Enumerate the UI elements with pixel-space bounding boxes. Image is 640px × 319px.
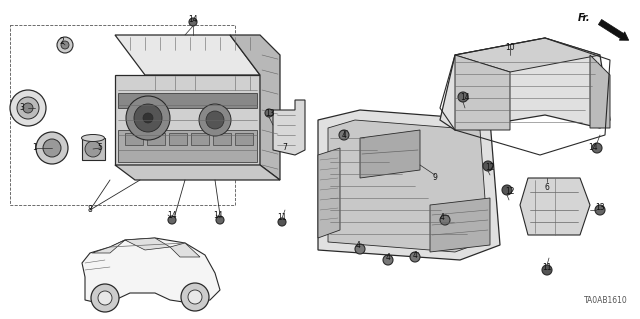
Text: 7: 7 xyxy=(283,144,287,152)
Polygon shape xyxy=(318,148,340,238)
Circle shape xyxy=(216,216,224,224)
Text: 13: 13 xyxy=(595,204,605,212)
Polygon shape xyxy=(273,100,305,155)
Polygon shape xyxy=(169,133,187,145)
Circle shape xyxy=(43,139,61,157)
Text: 11: 11 xyxy=(542,263,552,272)
Circle shape xyxy=(36,132,68,164)
Polygon shape xyxy=(520,178,590,235)
Polygon shape xyxy=(328,120,488,252)
Circle shape xyxy=(98,291,112,305)
Circle shape xyxy=(57,37,73,53)
Text: 6: 6 xyxy=(545,183,549,192)
Circle shape xyxy=(188,290,202,304)
Circle shape xyxy=(91,284,119,312)
Text: 2: 2 xyxy=(60,38,65,47)
Text: 4: 4 xyxy=(342,131,346,140)
Circle shape xyxy=(23,103,33,113)
Circle shape xyxy=(542,265,552,275)
Text: 9: 9 xyxy=(433,174,437,182)
Circle shape xyxy=(143,113,153,123)
Text: 12: 12 xyxy=(485,164,495,173)
Text: 8: 8 xyxy=(88,205,92,214)
Text: 14: 14 xyxy=(213,211,223,219)
Polygon shape xyxy=(82,138,105,160)
Circle shape xyxy=(595,205,605,215)
Text: 4: 4 xyxy=(356,241,360,249)
Polygon shape xyxy=(430,198,490,252)
Polygon shape xyxy=(115,75,260,165)
Circle shape xyxy=(126,96,170,140)
Circle shape xyxy=(339,130,349,140)
Text: 11: 11 xyxy=(277,213,287,222)
Text: 14: 14 xyxy=(588,144,598,152)
Text: 4: 4 xyxy=(440,213,444,222)
Text: 14: 14 xyxy=(460,93,470,102)
Polygon shape xyxy=(440,38,610,130)
Text: Fr.: Fr. xyxy=(577,13,590,23)
Polygon shape xyxy=(191,133,209,145)
Circle shape xyxy=(278,218,286,226)
Polygon shape xyxy=(118,130,257,162)
Polygon shape xyxy=(590,55,610,128)
Text: 12: 12 xyxy=(505,188,515,197)
Polygon shape xyxy=(92,240,125,253)
Polygon shape xyxy=(118,93,257,108)
Polygon shape xyxy=(318,110,500,260)
Circle shape xyxy=(410,252,420,262)
Circle shape xyxy=(502,185,512,195)
Circle shape xyxy=(189,18,197,26)
Polygon shape xyxy=(125,238,170,250)
Text: 10: 10 xyxy=(505,43,515,53)
Text: 4: 4 xyxy=(385,254,390,263)
Polygon shape xyxy=(213,133,231,145)
Polygon shape xyxy=(360,130,420,178)
Circle shape xyxy=(265,109,273,117)
Text: 14: 14 xyxy=(188,16,198,25)
Polygon shape xyxy=(125,133,143,145)
Circle shape xyxy=(17,97,39,119)
Text: 1: 1 xyxy=(33,144,37,152)
Polygon shape xyxy=(115,165,280,180)
Text: TA0AB1610: TA0AB1610 xyxy=(584,296,628,305)
Text: 13: 13 xyxy=(265,108,275,117)
FancyArrow shape xyxy=(598,19,628,40)
Circle shape xyxy=(458,92,468,102)
Circle shape xyxy=(168,216,176,224)
Circle shape xyxy=(592,143,602,153)
Circle shape xyxy=(383,255,393,265)
Circle shape xyxy=(206,111,224,129)
Circle shape xyxy=(440,215,450,225)
Ellipse shape xyxy=(81,135,104,142)
Circle shape xyxy=(61,41,69,49)
Polygon shape xyxy=(455,38,600,72)
Polygon shape xyxy=(230,35,280,180)
Polygon shape xyxy=(147,133,165,145)
Circle shape xyxy=(355,244,365,254)
Text: 5: 5 xyxy=(97,144,102,152)
Circle shape xyxy=(483,161,493,171)
Polygon shape xyxy=(82,238,220,303)
Text: 3: 3 xyxy=(20,103,24,113)
Circle shape xyxy=(181,283,209,311)
Polygon shape xyxy=(170,243,200,257)
Circle shape xyxy=(85,141,101,157)
Circle shape xyxy=(134,104,162,132)
Circle shape xyxy=(10,90,46,126)
Polygon shape xyxy=(455,55,510,130)
Text: 4: 4 xyxy=(413,250,417,259)
Polygon shape xyxy=(115,35,260,75)
Polygon shape xyxy=(235,133,253,145)
Circle shape xyxy=(199,104,231,136)
Text: 14: 14 xyxy=(167,211,177,219)
